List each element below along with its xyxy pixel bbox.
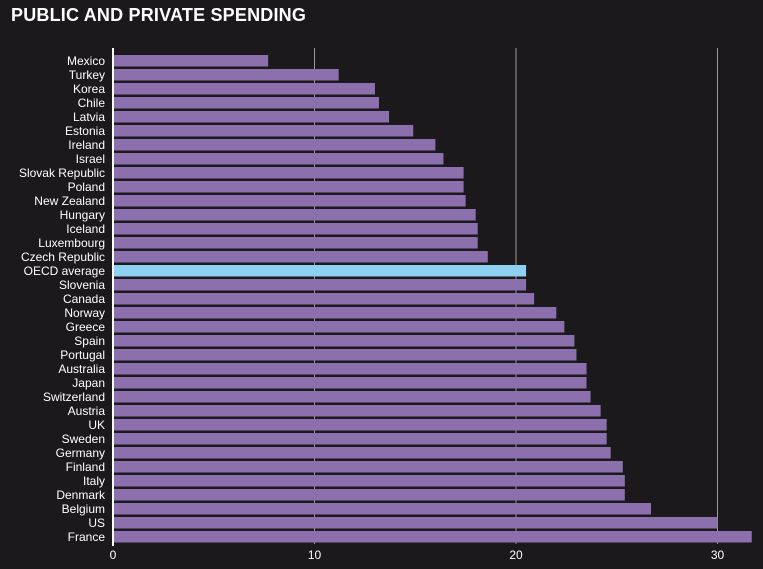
bar-mexico [113,55,269,67]
category-label: Canada [63,292,105,306]
bar-slovenia [113,279,527,291]
category-label: Czech Republic [21,250,105,264]
bar-luxembourg [113,237,478,249]
category-label: Italy [83,474,105,488]
category-label: Latvia [73,110,105,124]
category-label: Japan [72,376,105,390]
bar-sweden [113,433,607,445]
bar-estonia [113,125,414,137]
category-label: Mexico [67,54,105,68]
bar-ireland [113,139,436,151]
bar-us [113,517,718,529]
category-label: Belgium [62,502,105,516]
bar-chile [113,97,379,109]
category-label: OECD average [24,264,106,278]
category-label: Germany [56,446,105,460]
x-tick-label: 30 [711,548,725,562]
category-label: Poland [68,180,105,194]
category-label: Austria [68,404,106,418]
bar-oecd-average [113,265,527,277]
bar-greece [113,321,565,333]
category-label: Turkey [69,68,105,82]
category-label: Switzerland [43,390,105,404]
bar-austria [113,405,601,417]
bar-hungary [113,209,476,221]
bar-australia [113,363,587,375]
category-label: Greece [66,320,106,334]
category-label: Norway [64,306,105,320]
category-label: France [68,530,106,544]
bar-latvia [113,111,390,123]
category-label: UK [88,418,105,432]
category-label: New Zealand [34,194,105,208]
x-tick-label: 20 [509,548,523,562]
category-label: Denmark [56,488,106,502]
bar-portugal [113,349,577,361]
bar-finland [113,461,623,473]
category-label: Chile [78,96,106,110]
bar-turkey [113,69,339,81]
bar-france [113,531,752,543]
bar-new-zealand [113,195,466,207]
bar-korea [113,83,375,95]
category-label: Slovenia [59,278,105,292]
bar-canada [113,293,535,305]
x-tick-label: 10 [308,548,322,562]
bar-poland [113,181,464,193]
bar-spain [113,335,575,347]
bar-israel [113,153,444,165]
bar-italy [113,475,625,487]
category-label: Hungary [60,208,105,222]
bar-switzerland [113,391,591,403]
category-label: Israel [76,152,105,166]
bar-germany [113,447,611,459]
category-label: Estonia [65,124,105,138]
bar-japan [113,377,587,389]
bar-iceland [113,223,478,235]
x-tick-label: 0 [110,548,117,562]
category-label: Finland [66,460,105,474]
chart-title: PUBLIC AND PRIVATE SPENDING [11,5,307,25]
bar-norway [113,307,557,319]
category-label: Korea [73,82,105,96]
category-label: Iceland [66,222,105,236]
category-label: Sweden [62,432,105,446]
category-label: Spain [74,334,105,348]
bar-denmark [113,489,625,501]
bar-czech-republic [113,251,488,263]
category-label: Ireland [68,138,105,152]
category-label: Portugal [60,348,105,362]
category-label: Slovak Republic [19,166,105,180]
bar-slovak-republic [113,167,464,179]
category-label: Australia [58,362,105,376]
bar-uk [113,419,607,431]
category-label: US [88,516,105,530]
category-label: Luxembourg [38,236,105,250]
bar-belgium [113,503,652,515]
